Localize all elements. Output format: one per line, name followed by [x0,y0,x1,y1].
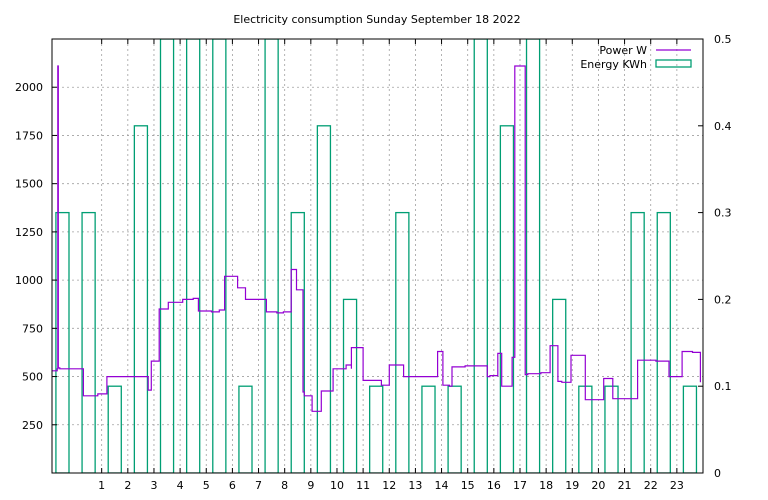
x-tick-label: 20 [591,479,605,492]
x-tick-label: 6 [229,479,236,492]
x-tick-label: 7 [255,479,262,492]
y2-tick-label: 0.5 [714,33,732,46]
energy-bar [630,211,645,473]
x-tick-label: 8 [281,479,288,492]
x-tick-label: 22 [644,479,658,492]
x-tick-label: 2 [124,479,131,492]
energy-bar [421,385,436,473]
x-tick-label: 23 [670,479,684,492]
power-series [52,65,701,412]
energy-bar [656,211,671,473]
y-tick-label: 1750 [15,129,43,142]
y-tick-label: 1250 [15,226,43,239]
energy-series [55,39,698,473]
x-tick-label: 16 [487,479,501,492]
x-tick-label: 12 [382,479,396,492]
chart-title: Electricity consumption Sunday September… [233,13,520,26]
energy-bar [604,385,619,473]
energy-bar [212,39,227,473]
grid [52,39,703,473]
energy-bar [290,211,305,473]
y-tick-label: 2000 [15,81,43,94]
energy-bar [342,298,358,473]
energy-bar [159,39,175,473]
x-tick-label: 4 [177,479,184,492]
y2-tick-label: 0.3 [714,207,732,220]
y-tick-label: 750 [22,322,43,335]
energy-bar [185,39,201,473]
plot-border [51,38,704,474]
energy-bar [107,385,122,473]
power-line [52,65,701,412]
energy-bar [55,211,70,473]
energy-bar [264,39,279,473]
energy-bar [238,385,253,473]
energy-bar [447,385,462,473]
energy-bar [316,125,332,473]
y-tick-label: 1000 [15,274,43,287]
legend-energy-swatch [655,59,692,68]
energy-bar [395,211,410,473]
energy-bar [473,39,488,473]
energy-bar [682,385,698,473]
y-tick-label: 250 [22,419,43,432]
axes: 1 2 3 4 5 6 7 8 9 10 11 12 13 14 15 16 17 18 19 20 21 22 23250… [15,33,732,492]
energy-bar [499,125,515,473]
x-tick-label: 21 [618,479,632,492]
x-tick-label: 15 [461,479,475,492]
x-tick-label: 18 [539,479,553,492]
energy-bar [525,39,541,473]
x-tick-label: 10 [330,479,344,492]
energy-bar [133,125,149,473]
x-tick-label: 9 [307,479,314,492]
x-tick-label: 14 [435,479,449,492]
x-tick-label: 17 [513,479,527,492]
energy-bar [552,298,567,473]
legend-energy-label: Energy KWh [580,58,647,71]
y2-tick-label: 0.2 [714,293,732,306]
x-tick-label: 1 [98,479,105,492]
energy-bar [369,385,384,473]
x-tick-label: 19 [565,479,579,492]
x-tick-label: 11 [356,479,370,492]
y2-tick-label: 0 [714,467,721,480]
y-tick-label: 1500 [15,178,43,191]
x-tick-label: 13 [408,479,422,492]
energy-bar [81,211,96,473]
x-tick-label: 5 [203,479,210,492]
y2-tick-label: 0.4 [714,120,732,133]
legend-power-label: Power W [599,44,647,57]
y-tick-label: 500 [22,371,43,384]
x-tick-label: 3 [150,479,157,492]
y2-tick-label: 0.1 [714,380,732,393]
